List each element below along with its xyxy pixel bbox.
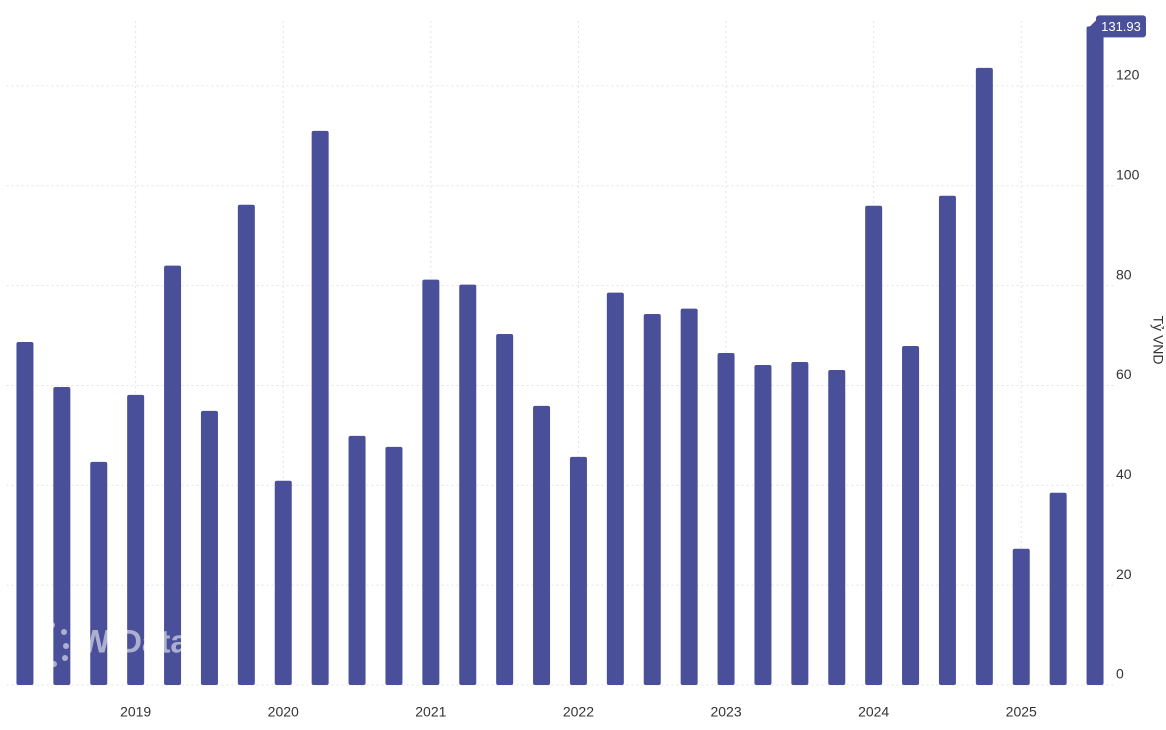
bar [1049, 492, 1067, 685]
bar [1086, 26, 1104, 685]
y-tick-label: 0 [1116, 666, 1124, 682]
bar [16, 342, 34, 685]
bar [1012, 548, 1030, 685]
bar [200, 410, 218, 685]
y-axis-title: Tỷ VND [1150, 316, 1166, 365]
bar [569, 456, 587, 685]
bar [680, 308, 698, 685]
x-tick-label: 2025 [1006, 704, 1037, 720]
x-tick-label: 2022 [563, 704, 594, 720]
bar [717, 353, 735, 685]
bar [975, 67, 993, 685]
last-value-pointer [1090, 19, 1097, 34]
bar [127, 394, 145, 685]
x-tick-label: 2019 [120, 704, 151, 720]
bar [90, 461, 108, 685]
watermark: WiData [80, 623, 188, 659]
bar [459, 284, 477, 685]
bar [164, 265, 182, 685]
x-tick-label: 2023 [710, 704, 741, 720]
y-tick-label: 40 [1116, 466, 1132, 482]
bar [754, 364, 772, 685]
watermark-icon [35, 622, 69, 667]
y-tick-label: 100 [1116, 166, 1140, 182]
bar [606, 292, 624, 685]
bar [348, 435, 366, 685]
bar [865, 205, 883, 685]
last-value-label: 131.93 [1101, 19, 1141, 34]
plot: 0 20 40 60 80 100 120 2019 2020 2021 2022 2023 2024 2… [6, 15, 1146, 720]
bar [53, 386, 71, 685]
y-tick-label: 120 [1116, 67, 1140, 83]
y-tick-label: 20 [1116, 566, 1132, 582]
x-tick-label: 2024 [858, 704, 889, 720]
bar [938, 195, 956, 685]
x-tick-label: 2020 [268, 704, 299, 720]
bar [533, 405, 551, 685]
y-tick-label: 60 [1116, 366, 1132, 382]
bar [311, 130, 329, 685]
bar [385, 446, 403, 685]
bar [828, 369, 846, 685]
bar [422, 279, 440, 685]
bar [237, 204, 255, 685]
bar [643, 314, 661, 685]
bar [274, 480, 292, 685]
bar [902, 346, 920, 685]
bar [791, 361, 809, 685]
x-tick-label: 2021 [415, 704, 446, 720]
bar [496, 334, 514, 685]
y-tick-label: 80 [1116, 266, 1132, 282]
last-value-badge [1096, 15, 1146, 38]
